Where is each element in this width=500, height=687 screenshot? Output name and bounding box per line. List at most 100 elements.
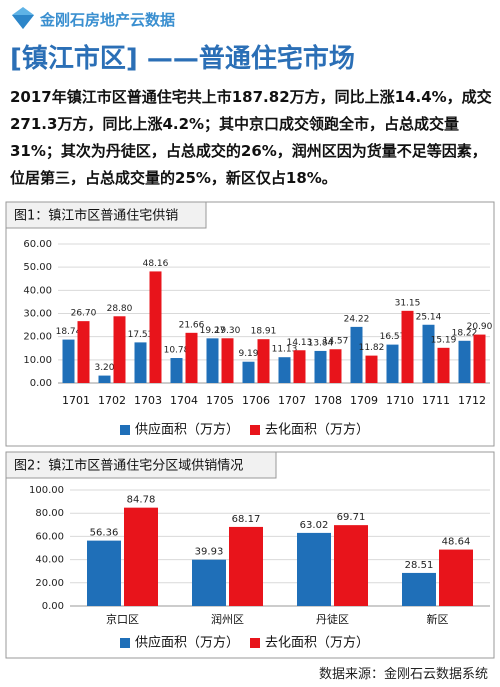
y-tick-label: 100.00 [29,485,64,496]
bar [439,549,473,606]
data-label: 84.78 [127,495,156,506]
data-label: 13.84 [308,338,334,348]
data-label: 68.17 [232,514,261,525]
bar [329,349,342,383]
bar [192,559,226,606]
bar [314,350,327,383]
data-label: 16.57 [380,332,406,342]
bar [458,340,471,383]
bar [473,334,486,383]
x-tick-label: 1711 [422,394,450,407]
y-tick-label: 0.00 [42,601,64,612]
x-tick-label: 1706 [242,394,270,407]
title-tab [5,451,277,479]
y-tick-label: 80.00 [35,508,64,519]
x-tick-label: 1701 [62,394,90,407]
x-tick-label: 1704 [170,394,198,407]
x-tick-label: 1710 [386,394,414,407]
x-tick-label: 1708 [314,394,342,407]
x-tick-label: 1709 [350,394,378,407]
data-label: 20.90 [467,322,493,332]
footer: 数据来源：金刚石云数据系统 [318,667,488,682]
bar [422,324,435,383]
paragraph: 2017年镇江市区普通住宅共上市187.82万方，同比上涨14.4%，成交 27… [10,84,495,192]
data-label: 19.30 [215,326,241,336]
x-tick-label: 1705 [206,394,234,407]
legend-label: 去化面积（万方） [265,422,369,438]
data-label: 11.82 [359,343,385,353]
data-label: 18.22 [452,328,478,338]
data-label: 15.19 [431,335,457,345]
legend-label: 供应面积（万方） [135,422,239,438]
bar [437,347,450,383]
bar [293,350,306,383]
y-tick-label: 40.00 [23,285,52,296]
bar [365,355,378,383]
bar [124,507,158,606]
data-label: 28.51 [405,560,434,571]
chart-title: 图2：镇江市区普通住宅分区域供销情况 [14,458,243,474]
y-tick-label: 0.00 [30,378,52,389]
paragraph-line: 位居第三，占总成交量的25%，新区仅占18%。 [10,169,337,187]
logo-icon [12,7,34,29]
bar [98,375,111,383]
data-label: 26.70 [71,309,97,319]
bar [386,344,399,383]
x-tick-label: 1712 [458,394,486,407]
bar [402,572,436,606]
y-tick-label: 60.00 [35,531,64,542]
data-label: 25.14 [416,312,442,322]
bar [77,321,90,383]
bar [257,339,270,383]
data-label: 21.66 [179,320,205,330]
bar [229,526,263,606]
bar [62,339,75,383]
data-label: 17.53 [128,330,154,340]
x-tick-label: 新区 [427,612,449,626]
x-tick-label: 1702 [98,394,126,407]
bar [334,525,368,606]
paragraph-line: 31%；其次为丹徒区，占总成交的26%，润州区因为货量不足等因素， [10,142,487,160]
bar [87,540,121,606]
bar [185,332,198,383]
data-label: 31.15 [395,298,421,308]
bar [113,316,126,383]
bar [206,338,219,383]
x-tick-label: 丹徒区 [316,612,349,626]
data-label: 11.13 [272,345,298,355]
paragraph-line: 2017年镇江市区普通住宅共上市187.82万方，同比上涨14.4%，成交 [10,88,492,106]
legend-label: 供应面积（万方） [135,635,239,651]
chart: 图1：镇江市区普通住宅供销 0.00 10.00 20.00 30.00 40.00 50.… [5,201,495,447]
data-label: 14.57 [323,337,349,347]
data-label: 18.91 [251,327,277,337]
data-label: 48.64 [442,537,471,548]
chart: 图2：镇江市区普通住宅分区域供销情况 0.00 20.00 40.00 60.00 80.… [5,451,495,659]
bar [350,326,363,383]
legend-swatch [250,638,260,648]
data-label: 69.71 [337,512,366,523]
y-tick-label: 20.00 [23,332,52,343]
x-tick-label: 1707 [278,394,306,407]
y-tick-label: 30.00 [23,309,52,320]
data-label: 63.02 [300,520,329,531]
data-label: 56.36 [90,528,119,539]
x-tick-label: 润州区 [211,612,244,626]
bar [297,532,331,606]
data-label: 3.20 [94,363,114,373]
legend-label: 去化面积（万方） [265,635,369,651]
bar [170,358,183,383]
data-label: 39.93 [195,547,224,558]
x-tick-label: 京口区 [106,612,139,626]
y-tick-label: 40.00 [35,555,64,566]
chart-frame [5,201,495,447]
chart-title: 图1：镇江市区普通住宅供销 [14,208,178,224]
legend-swatch [250,425,260,435]
bar [278,357,291,383]
main-title: [镇江市区] ——普通住宅市场 [10,44,355,74]
data-label: 18.74 [56,327,82,337]
bar [134,342,147,383]
y-tick-label: 60.00 [23,239,52,250]
data-label: 28.80 [107,304,133,314]
paragraph-line: 271.3万方，同比上涨4.2%；其中京口成交领跑全市，占总成交量 [10,115,460,133]
